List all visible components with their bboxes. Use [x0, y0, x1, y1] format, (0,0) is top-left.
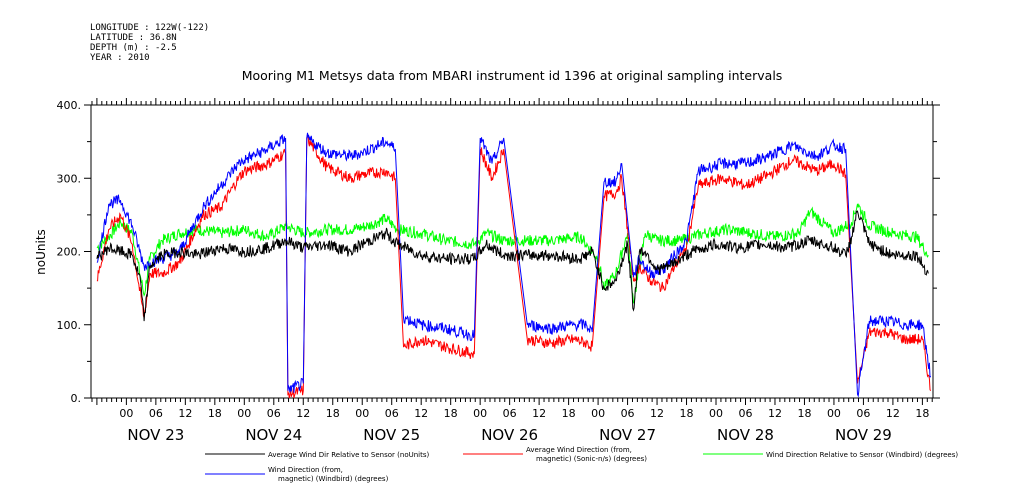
meta-latitude: LATITUDE : 36.8N — [90, 33, 177, 43]
y-tick-label: 100. — [57, 319, 82, 332]
x-tick-label: 18 — [915, 407, 929, 420]
meta-longitude: LONGITUDE : 122W(-122) — [90, 23, 209, 33]
x-tick-label: 12 — [886, 407, 900, 420]
series-line-2 — [96, 203, 929, 305]
x-tick-label: 06 — [856, 407, 870, 420]
x-tick-label: 06 — [621, 407, 635, 420]
x-tick-label: 00 — [827, 407, 841, 420]
meta-depth: DEPTH (m) : -2.5 — [90, 43, 177, 53]
x-tick-label: 18 — [208, 407, 222, 420]
x-tick-label: 12 — [532, 407, 546, 420]
y-tick-label: 400. — [57, 99, 82, 112]
x-tick-label: 12 — [178, 407, 192, 420]
x-tick-label: 00 — [355, 407, 369, 420]
legend: Average Wind Dir Relative to Sensor (noU… — [205, 446, 958, 483]
x-day-label: NOV 29 — [835, 426, 892, 444]
x-tick-label: 06 — [267, 407, 281, 420]
plot-frame — [90, 104, 934, 399]
legend-label: Average Wind Dir Relative to Sensor (noU… — [268, 451, 429, 459]
x-day-label: NOV 28 — [717, 426, 774, 444]
x-tick-label: 00 — [119, 407, 133, 420]
x-tick-label: 18 — [562, 407, 576, 420]
series-line-0 — [96, 210, 929, 322]
x-tick-label: 18 — [680, 407, 694, 420]
legend-label: Wind Direction Relative to Sensor (Windb… — [766, 451, 958, 459]
x-day-label: NOV 25 — [363, 426, 420, 444]
x-tick-label: 18 — [444, 407, 458, 420]
x-tick-label: 00 — [709, 407, 723, 420]
series-lines — [96, 132, 932, 399]
legend-label: magnetic) (Sonic-n/s) (degrees) — [536, 455, 647, 463]
x-tick-label: 18 — [326, 407, 340, 420]
x-tick-label: 00 — [237, 407, 251, 420]
meta-year: YEAR : 2010 — [90, 53, 150, 63]
x-tick-label: 12 — [296, 407, 310, 420]
legend-label: Wind Direction (from, — [268, 466, 343, 474]
series-line-1 — [96, 133, 932, 399]
x-tick-label: 00 — [473, 407, 487, 420]
chart-title: Mooring M1 Metsys data from MBARI instru… — [242, 68, 783, 83]
x-tick-label: 06 — [738, 407, 752, 420]
x-tick-label: 06 — [503, 407, 517, 420]
x-tick-label: 12 — [768, 407, 782, 420]
x-tick-label: 00 — [591, 407, 605, 420]
x-day-label: NOV 26 — [481, 426, 538, 444]
series-line-3 — [96, 132, 932, 398]
y-axis-label: noUnits — [34, 229, 48, 275]
x-day-label: NOV 27 — [599, 426, 656, 444]
legend-label: magnetic) (Windbird) (degrees) — [278, 475, 389, 483]
axes-group: 0. 100. 200. 300. 400. 00 06 12 18 00 06 12 18 00 06 12… — [57, 98, 940, 444]
y-tick-label: 0. — [71, 392, 82, 405]
x-tick-label: 06 — [149, 407, 163, 420]
x-tick-label: 18 — [797, 407, 811, 420]
y-tick-label: 300. — [57, 172, 82, 185]
y-tick-label: 200. — [57, 246, 82, 259]
x-day-label: NOV 24 — [245, 426, 302, 444]
x-tick-label: 12 — [414, 407, 428, 420]
x-tick-label: 06 — [385, 407, 399, 420]
x-tick-label: 12 — [650, 407, 664, 420]
legend-label: Average Wind Direction (from, — [526, 446, 632, 454]
x-day-label: NOV 23 — [127, 426, 184, 444]
